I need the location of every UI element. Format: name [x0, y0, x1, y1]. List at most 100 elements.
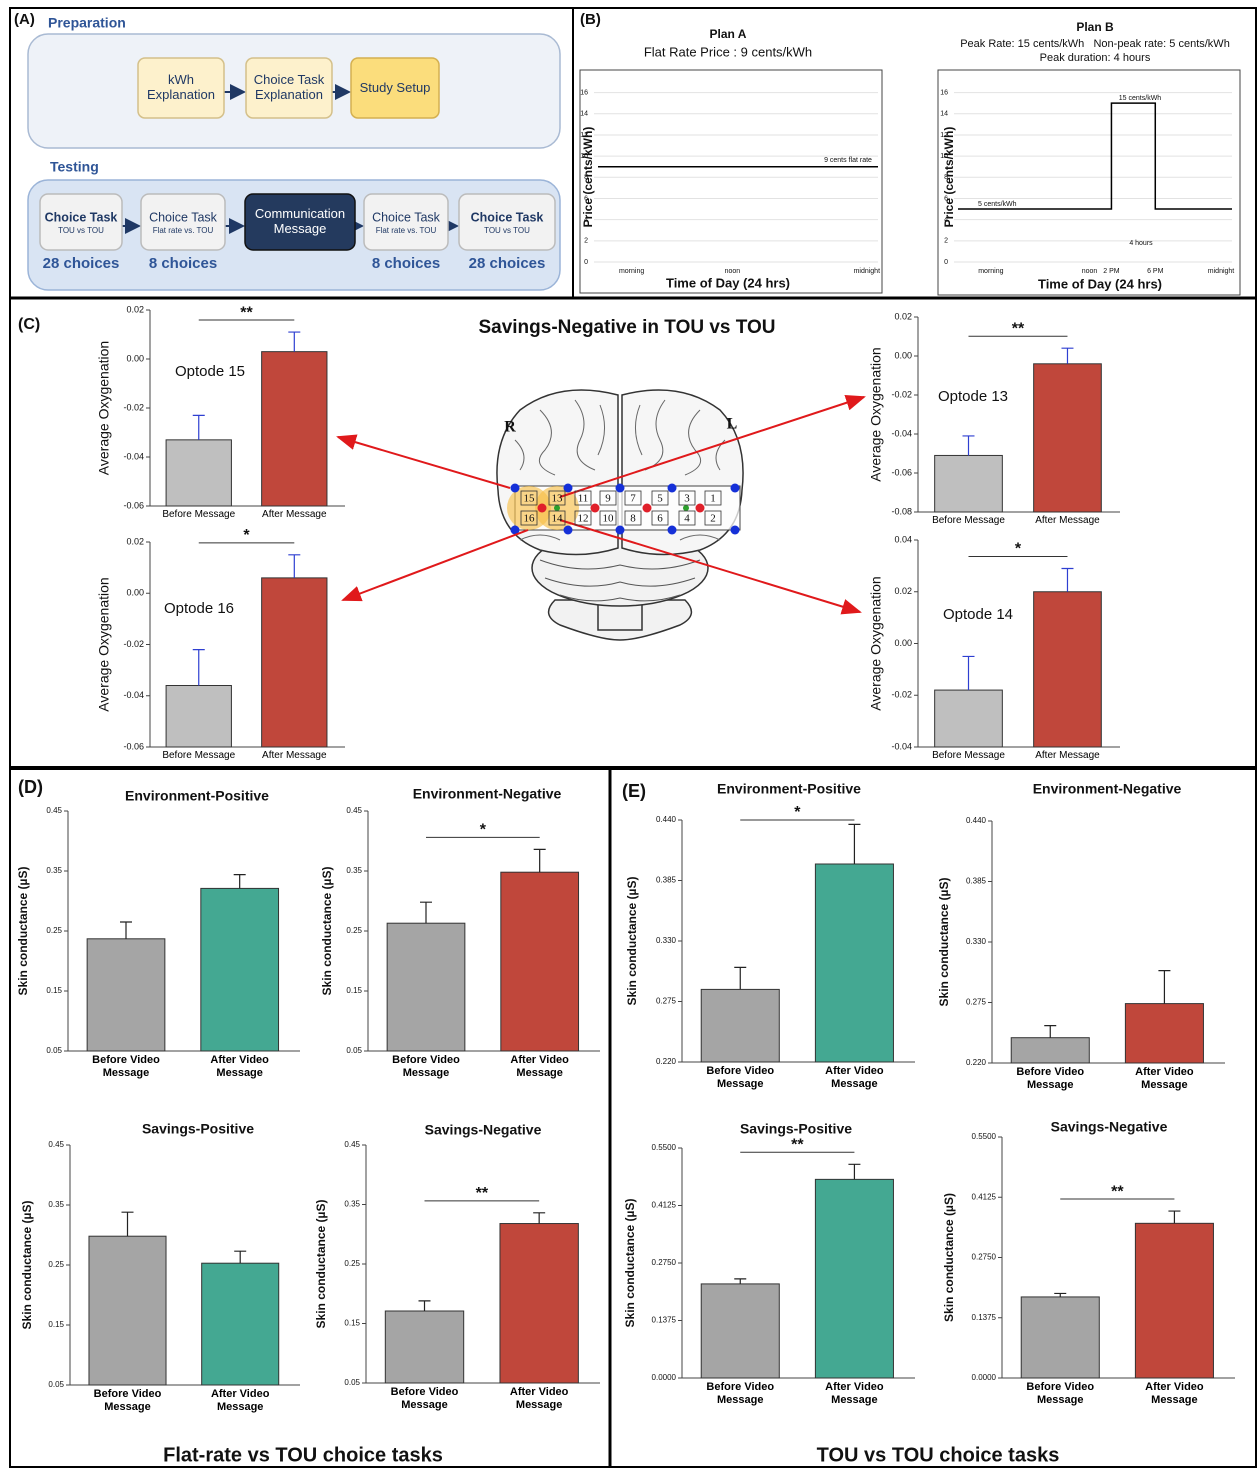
- optode-label: 1: [710, 493, 716, 505]
- y-tick-label: 0.0000: [972, 1373, 997, 1382]
- y-axis-label: Skin conductance (µS): [320, 867, 334, 996]
- error-bar: [963, 436, 975, 456]
- bar: [501, 872, 579, 1051]
- error-bar: [963, 656, 975, 690]
- x-tick-label-box: Before Video Message: [694, 1065, 786, 1101]
- y-axis-label: Price (cents/kWh): [942, 127, 956, 228]
- x-tick-label-box: After Video Message: [494, 1054, 586, 1090]
- chart-title: Savings-Negative: [1051, 1119, 1168, 1135]
- x-tick-label: After Video Message: [494, 1054, 586, 1090]
- panel-footer: TOU vs TOU choice tasks: [817, 1444, 1060, 1466]
- step-sublabel: TOU vs TOU: [58, 226, 104, 235]
- source: [511, 484, 520, 493]
- y-tick-label: 0.02: [126, 536, 144, 546]
- chart-title: Environment-Negative: [413, 786, 562, 802]
- x-tick-label: After Video Message: [808, 1381, 900, 1417]
- chart-title: Environment-Positive: [717, 781, 861, 797]
- y-tick-label: 0.275: [966, 998, 987, 1007]
- y-tick-label: 0: [944, 259, 948, 266]
- step-label: kWh Explanation: [138, 58, 224, 118]
- error-bar: [534, 849, 546, 872]
- x-tick-label: Before Video Message: [82, 1388, 174, 1424]
- y-tick-label: 0: [584, 259, 588, 266]
- bar: [262, 352, 327, 506]
- optode-label: 6: [657, 513, 663, 525]
- significance-label: **: [1012, 320, 1025, 337]
- y-tick-label: 0.4125: [972, 1192, 997, 1201]
- error-bar: [193, 650, 205, 686]
- y-tick-label: 0.5500: [652, 1143, 677, 1152]
- x-tick-label-box: Before Video Message: [82, 1388, 174, 1424]
- panel-label: (E): [622, 781, 646, 801]
- y-tick-label: 0.35: [346, 866, 362, 875]
- y-axis-label: Skin conductance (µS): [20, 1201, 34, 1330]
- x-tick-label-box: Before Video Message: [1014, 1381, 1106, 1417]
- panel-footer: Flat-rate vs TOU choice tasks: [163, 1444, 443, 1466]
- bar: [701, 1284, 779, 1378]
- chart-title: Environment-Positive: [125, 788, 269, 804]
- x-tick-label-box: Before Video Message: [1004, 1066, 1096, 1102]
- bar: [1034, 364, 1102, 512]
- pointer-arrow: [343, 530, 528, 600]
- y-tick-label: 0.05: [346, 1046, 362, 1055]
- x-tick-label-box: Before Video Message: [80, 1054, 172, 1090]
- y-tick-label: 0.15: [346, 986, 362, 995]
- detector: [591, 504, 600, 513]
- annotation: 15 cents/kWh: [1119, 95, 1162, 102]
- source: [564, 526, 573, 535]
- y-axis-label: Skin conductance (µS): [625, 877, 639, 1006]
- error-bar: [848, 1164, 860, 1179]
- optode-label: 12: [578, 513, 589, 525]
- y-tick-label: -0.02: [891, 389, 912, 399]
- annotation: 4 hours: [1129, 240, 1153, 247]
- step-label: Choice Task: [149, 210, 218, 224]
- step-label-box: Choice Task Explanation: [246, 58, 332, 118]
- bar: [815, 864, 893, 1062]
- y-tick-label: 0.1375: [972, 1313, 997, 1322]
- step-label: Communication Message: [245, 194, 355, 250]
- page: (A)(B)(C)(D)(E)Savings-Negative in TOU v…: [0, 0, 1258, 1469]
- step-label-box: Study Setup: [351, 58, 439, 118]
- y-tick-label: 0.35: [344, 1200, 360, 1209]
- x-tick-label-box: After Message: [234, 509, 354, 545]
- step-sublabel: Flat rate vs. TOU: [376, 226, 437, 235]
- y-tick-label: 0.0000: [652, 1373, 677, 1382]
- x-tick-label: After Video Message: [194, 1388, 286, 1424]
- significance-label: **: [240, 304, 253, 321]
- y-tick-label: 14: [940, 111, 948, 118]
- chart-title: Plan A: [710, 27, 747, 41]
- error-bar: [1061, 348, 1073, 364]
- y-tick-label: -0.04: [891, 428, 912, 438]
- x-tick-label: Before Video Message: [379, 1386, 471, 1422]
- pointer-arrow: [338, 437, 510, 488]
- error-bar: [122, 1212, 134, 1236]
- x-tick-label: After Video Message: [808, 1065, 900, 1101]
- detector: [696, 504, 705, 513]
- y-tick-label: 0.330: [656, 936, 677, 945]
- step-label: Choice Task: [45, 210, 118, 224]
- x-tick-label-box: After Message: [1007, 515, 1127, 551]
- side-label: L: [727, 416, 738, 433]
- y-tick-label: 0.15: [48, 1320, 64, 1329]
- bar: [262, 578, 327, 747]
- error-bar: [734, 967, 746, 989]
- step-count: 8 choices: [149, 255, 217, 272]
- x-tick-label-box: After Video Message: [808, 1381, 900, 1417]
- y-tick-label: 0.00: [894, 638, 912, 648]
- step-label: Choice Task Explanation: [246, 58, 332, 118]
- y-tick-label: 0.4125: [652, 1201, 677, 1210]
- y-axis-label: Average Oxygenation: [868, 347, 884, 481]
- y-tick-label: 0.440: [656, 815, 677, 824]
- y-tick-label: 0.02: [126, 304, 144, 314]
- x-tick-label-box: After Video Message: [1128, 1381, 1220, 1417]
- significance-label: *: [480, 822, 487, 839]
- y-tick-label: 0.00: [126, 353, 144, 363]
- error-bar: [420, 902, 432, 923]
- x-tick-label: Before Video Message: [380, 1054, 472, 1090]
- y-tick-label: -0.06: [891, 467, 912, 477]
- annotation: Optode 13: [938, 388, 1008, 405]
- bar: [701, 989, 779, 1062]
- error-bar: [234, 1251, 246, 1263]
- side-label: R: [504, 419, 516, 436]
- source: [616, 526, 625, 535]
